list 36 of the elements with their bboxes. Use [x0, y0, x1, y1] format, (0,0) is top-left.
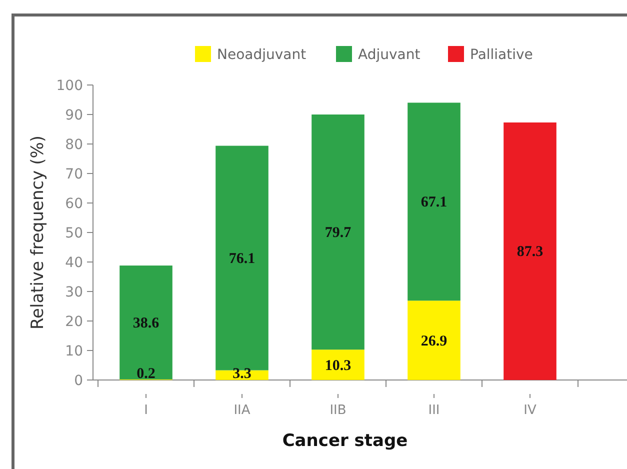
- y-tick-label: 20: [65, 314, 83, 330]
- bar: [312, 114, 364, 350]
- bar: [504, 122, 556, 380]
- data-label: 87.3: [516, 244, 544, 260]
- bar: [408, 102, 460, 301]
- y-tick-label: 10: [65, 344, 83, 360]
- x-tick-label: IIA: [234, 403, 250, 418]
- y-tick-label: 100: [56, 78, 83, 94]
- y-tick-label: 70: [65, 166, 83, 182]
- bar: [120, 266, 172, 380]
- y-tick-label: 50: [65, 226, 83, 242]
- data-label: 38.6: [132, 315, 160, 332]
- data-label: 3.3: [232, 366, 252, 382]
- bar: [408, 300, 460, 380]
- data-label: 26.9: [420, 333, 448, 350]
- y-axis-title: Relative frequency (%): [28, 135, 48, 330]
- data-label: 79.7: [324, 225, 352, 242]
- x-axis-title: Cancer stage: [282, 431, 408, 451]
- data-label: 0.2: [136, 366, 156, 382]
- bar: [312, 350, 364, 380]
- y-tick-label: 90: [65, 108, 83, 124]
- legend-label: Neoadjuvant: [217, 47, 307, 63]
- y-tick-label: 0: [74, 373, 83, 389]
- y-tick-label: 80: [65, 137, 83, 153]
- x-tick-label: III: [428, 403, 440, 418]
- data-label: 76.1: [228, 251, 256, 268]
- data-label: 10.3: [324, 358, 352, 374]
- legend-label: Adjuvant: [358, 47, 421, 63]
- data-label: 67.1: [420, 194, 448, 211]
- legend-label: Palliative: [470, 47, 533, 63]
- y-tick-label: 30: [65, 284, 83, 300]
- x-tick-label: IV: [524, 403, 536, 418]
- x-tick-label: IIB: [330, 403, 346, 418]
- y-tick-label: 60: [65, 196, 83, 212]
- x-tick-label: I: [144, 403, 148, 418]
- y-tick-label: 40: [65, 255, 83, 271]
